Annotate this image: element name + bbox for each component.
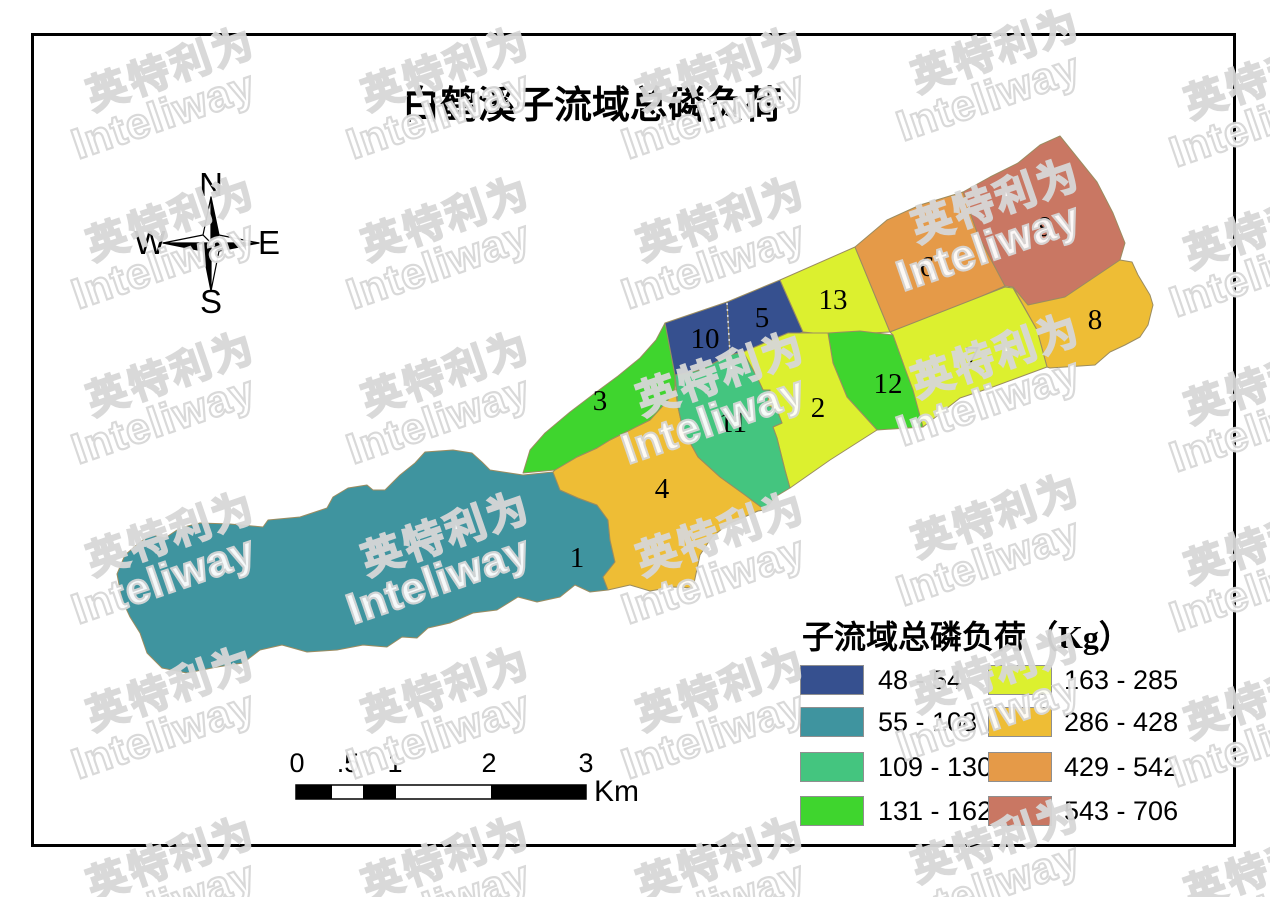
compass-east-label: E bbox=[258, 224, 280, 261]
region-label-5: 5 bbox=[755, 302, 770, 334]
region-label-11: 11 bbox=[719, 407, 747, 439]
compass-north-label: N bbox=[199, 166, 223, 203]
legend-swatch-55-108 bbox=[800, 707, 864, 737]
scale-tick-05: .5 bbox=[337, 748, 360, 778]
region-polygon-11[interactable] bbox=[674, 351, 791, 511]
legend-swatch-543-706 bbox=[988, 796, 1052, 826]
compass-west-label: W bbox=[134, 224, 166, 261]
region-label-6: 6 bbox=[920, 251, 935, 283]
compass-rose-icon bbox=[162, 196, 260, 292]
region-label-1: 1 bbox=[570, 542, 585, 574]
legend-swatch-131-162 bbox=[800, 796, 864, 826]
legend-range-label: 286 - 428 bbox=[1064, 707, 1179, 737]
region-polygon-9[interactable] bbox=[962, 135, 1126, 306]
region-label-2: 2 bbox=[811, 392, 826, 424]
legend-title: 子流域总磷负荷（Kg） bbox=[802, 619, 1131, 655]
compass-south-label: S bbox=[200, 283, 222, 320]
legend-swatch-109-130 bbox=[800, 752, 864, 782]
map-title: 白鹤溪子流域总磷负荷 bbox=[402, 85, 783, 127]
legend-range-label: 109 - 130 bbox=[878, 752, 993, 782]
scale-tick-3: 3 bbox=[578, 748, 593, 778]
legend-swatch-48-54 bbox=[800, 665, 864, 695]
legend-range-label: 543 - 706 bbox=[1064, 796, 1179, 826]
legend-swatch-286-428 bbox=[988, 707, 1052, 737]
region-label-13: 13 bbox=[819, 284, 848, 316]
region-label-12: 12 bbox=[874, 368, 903, 400]
scale-tick-0: 0 bbox=[289, 748, 304, 778]
region-label-10: 10 bbox=[691, 323, 720, 355]
region-10-5-dotted-divider bbox=[726, 302, 731, 355]
legend-swatch-163-285 bbox=[988, 665, 1052, 695]
legend-range-label: 163 - 285 bbox=[1064, 665, 1179, 695]
scale-unit-label: Km bbox=[594, 775, 639, 808]
scale-tick-2: 2 bbox=[481, 748, 496, 778]
region-label-7: 7 bbox=[965, 341, 980, 373]
legend-range-label: 55 - 108 bbox=[878, 707, 978, 737]
legend-range-label: 48 - 54 bbox=[878, 665, 963, 695]
region-label-3: 3 bbox=[593, 385, 608, 417]
region-label-8: 8 bbox=[1088, 304, 1103, 336]
region-label-4: 4 bbox=[655, 473, 670, 505]
legend-range-label: 131 - 162 bbox=[878, 796, 993, 826]
map-frame-border bbox=[31, 33, 1236, 847]
region-label-9: 9 bbox=[1038, 211, 1053, 243]
scale-tick-1: 1 bbox=[387, 748, 402, 778]
region-polygon-1[interactable] bbox=[116, 449, 616, 674]
region-polygon-8[interactable] bbox=[1012, 259, 1154, 369]
scale-bar bbox=[295, 784, 587, 800]
legend-range-label: 429 - 542 bbox=[1064, 752, 1179, 782]
legend-swatch-429-542 bbox=[988, 752, 1052, 782]
